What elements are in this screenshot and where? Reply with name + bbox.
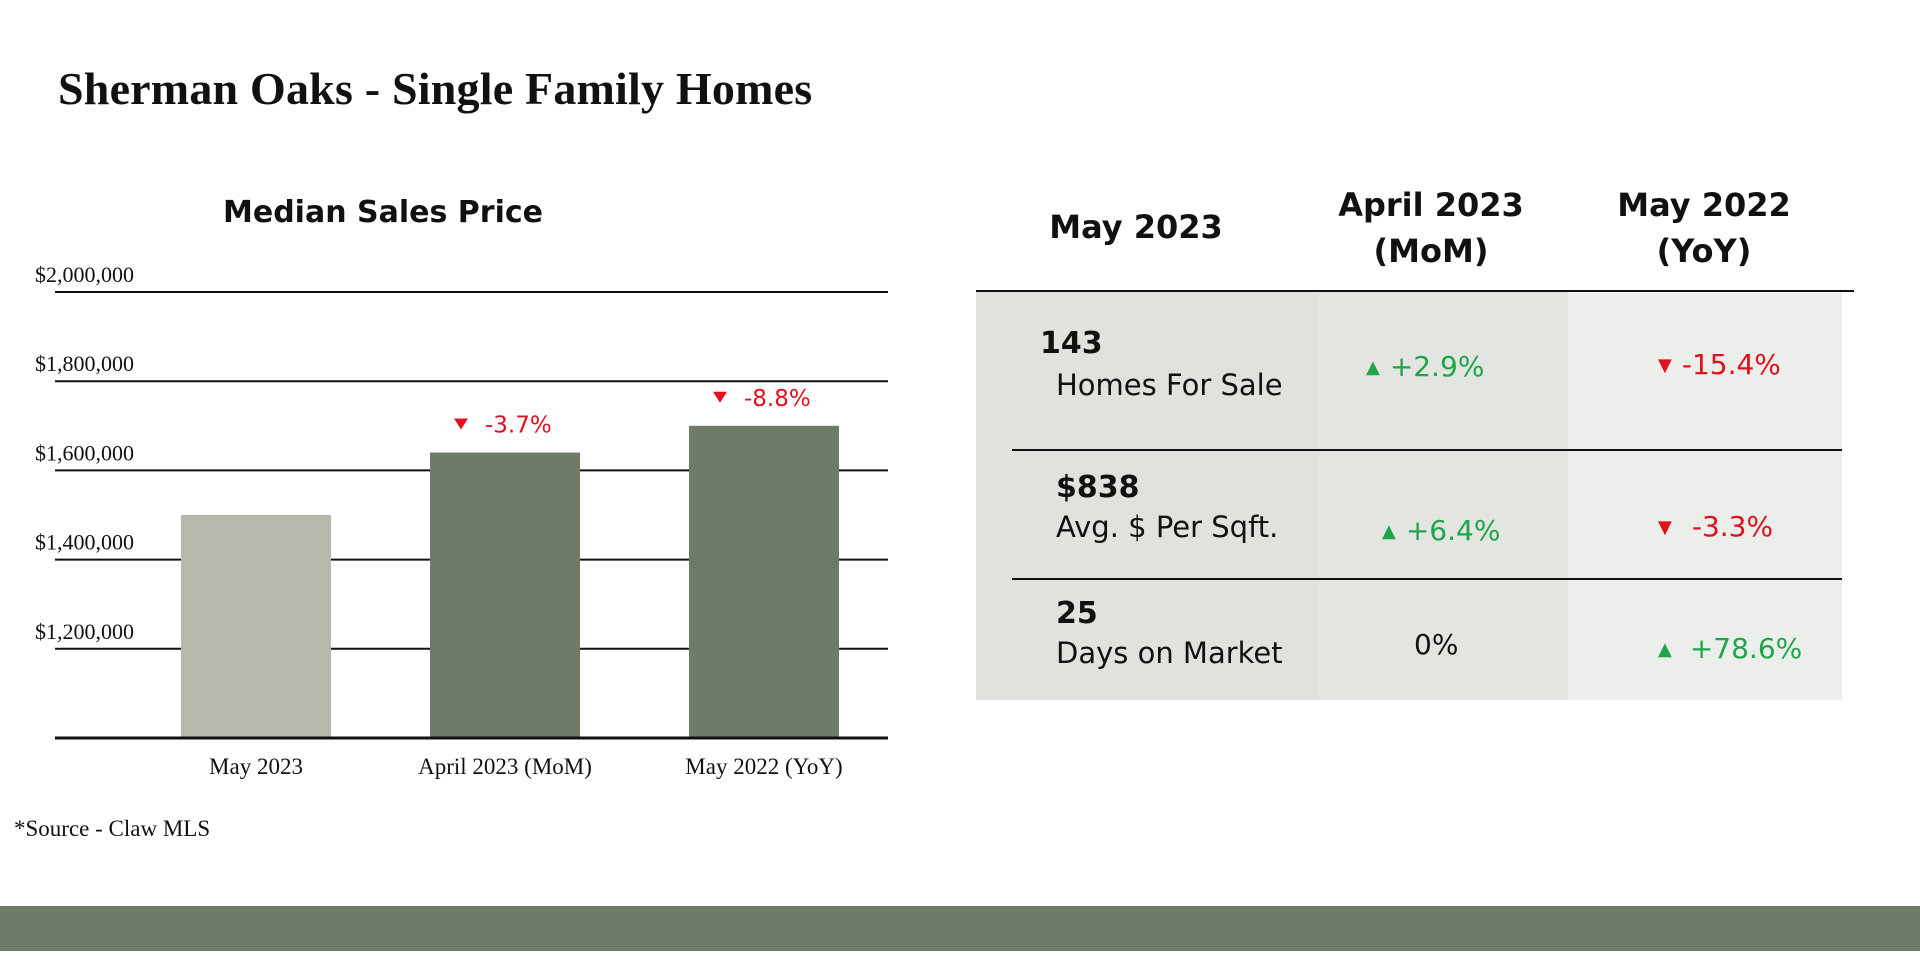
chart-title: Median Sales Price <box>223 195 543 230</box>
header-april-2023-line1: April 2023 <box>1338 186 1524 224</box>
avg-per-sqft-yoy-text: -3.3% <box>1691 510 1774 543</box>
triangle-down-icon: ▼ <box>1658 517 1672 538</box>
homes-for-sale-mom-text: +2.9% <box>1389 350 1485 383</box>
triangle-down-icon: ▼ <box>1658 355 1672 376</box>
y-tick-label: $1,200,000 <box>35 619 134 644</box>
y-tick-label: $1,400,000 <box>35 530 134 555</box>
header-may-2023: May 2023 <box>1006 204 1266 250</box>
y-tick-label: $1,800,000 <box>35 351 134 376</box>
header-may-2022-line1: May 2022 <box>1617 186 1791 224</box>
bar-change-annotation: -8.8% <box>744 386 811 412</box>
header-may-2023-line1: May 2023 <box>1049 208 1223 246</box>
homes-for-sale-label: Homes For Sale <box>1056 368 1283 402</box>
avg-per-sqft-label: Avg. $ Per Sqft. <box>1056 510 1279 544</box>
bar <box>430 452 580 738</box>
avg-per-sqft-yoy: ▼ -3.3% <box>1658 510 1773 543</box>
bar-change-annotation: -3.7% <box>485 413 552 439</box>
triangle-up-icon: ▲ <box>1658 639 1672 660</box>
triangle-down-icon <box>454 418 468 430</box>
days-on-market-value: 25 <box>1056 596 1098 631</box>
homes-for-sale-value: 143 <box>1040 326 1103 361</box>
bar <box>181 515 331 738</box>
header-may-2022: May 2022 (YoY) <box>1574 182 1834 274</box>
days-on-market-mom: 0% <box>1414 628 1458 661</box>
triangle-up-icon: ▲ <box>1366 357 1380 378</box>
days-on-market-yoy-text: +78.6% <box>1689 632 1803 665</box>
header-april-2023: April 2023 (MoM) <box>1301 182 1561 274</box>
y-tick-label: $1,600,000 <box>35 440 134 465</box>
footer-bar <box>0 906 1920 951</box>
avg-per-sqft-mom-text: +6.4% <box>1405 514 1501 547</box>
homes-for-sale-mom: ▲ +2.9% <box>1366 350 1484 383</box>
x-tick-label: May 2022 (YoY) <box>685 754 842 779</box>
header-april-2023-line2: (MoM) <box>1373 232 1489 270</box>
y-tick-label: $2,000,000 <box>35 262 134 287</box>
x-tick-label: April 2023 (MoM) <box>418 754 592 779</box>
days-on-market-label: Days on Market <box>1056 636 1283 670</box>
homes-for-sale-yoy-text: -15.4% <box>1681 348 1781 381</box>
days-on-market-yoy: ▲ +78.6% <box>1658 632 1802 665</box>
row-divider <box>1012 578 1842 580</box>
column-bg-april-2023 <box>1318 292 1568 700</box>
header-divider <box>976 290 1854 292</box>
x-tick-label: May 2023 <box>209 754 303 779</box>
column-bg-may-2022 <box>1568 292 1842 700</box>
bar <box>689 425 839 738</box>
table-header: May 2023 April 2023 (MoM) May 2022 (YoY) <box>976 180 1866 290</box>
header-may-2022-line2: (YoY) <box>1656 232 1752 270</box>
median-sales-price-chart: Median Sales Price $1,200,000 $1,400,000 $1… <box>35 195 888 779</box>
source-note: *Source - Claw MLS <box>14 816 211 841</box>
homes-for-sale-yoy: ▼ -15.4% <box>1658 348 1781 381</box>
days-on-market-mom-text: 0% <box>1414 628 1459 661</box>
avg-per-sqft-value: $838 <box>1056 470 1140 505</box>
triangle-up-icon: ▲ <box>1382 521 1396 542</box>
triangle-down-icon <box>713 391 727 403</box>
page-title: Sherman Oaks - Single Family Homes <box>58 63 813 114</box>
avg-per-sqft-mom: ▲ +6.4% <box>1382 514 1500 547</box>
column-bg-may-2023 <box>976 292 1318 700</box>
row-divider <box>1012 449 1842 451</box>
